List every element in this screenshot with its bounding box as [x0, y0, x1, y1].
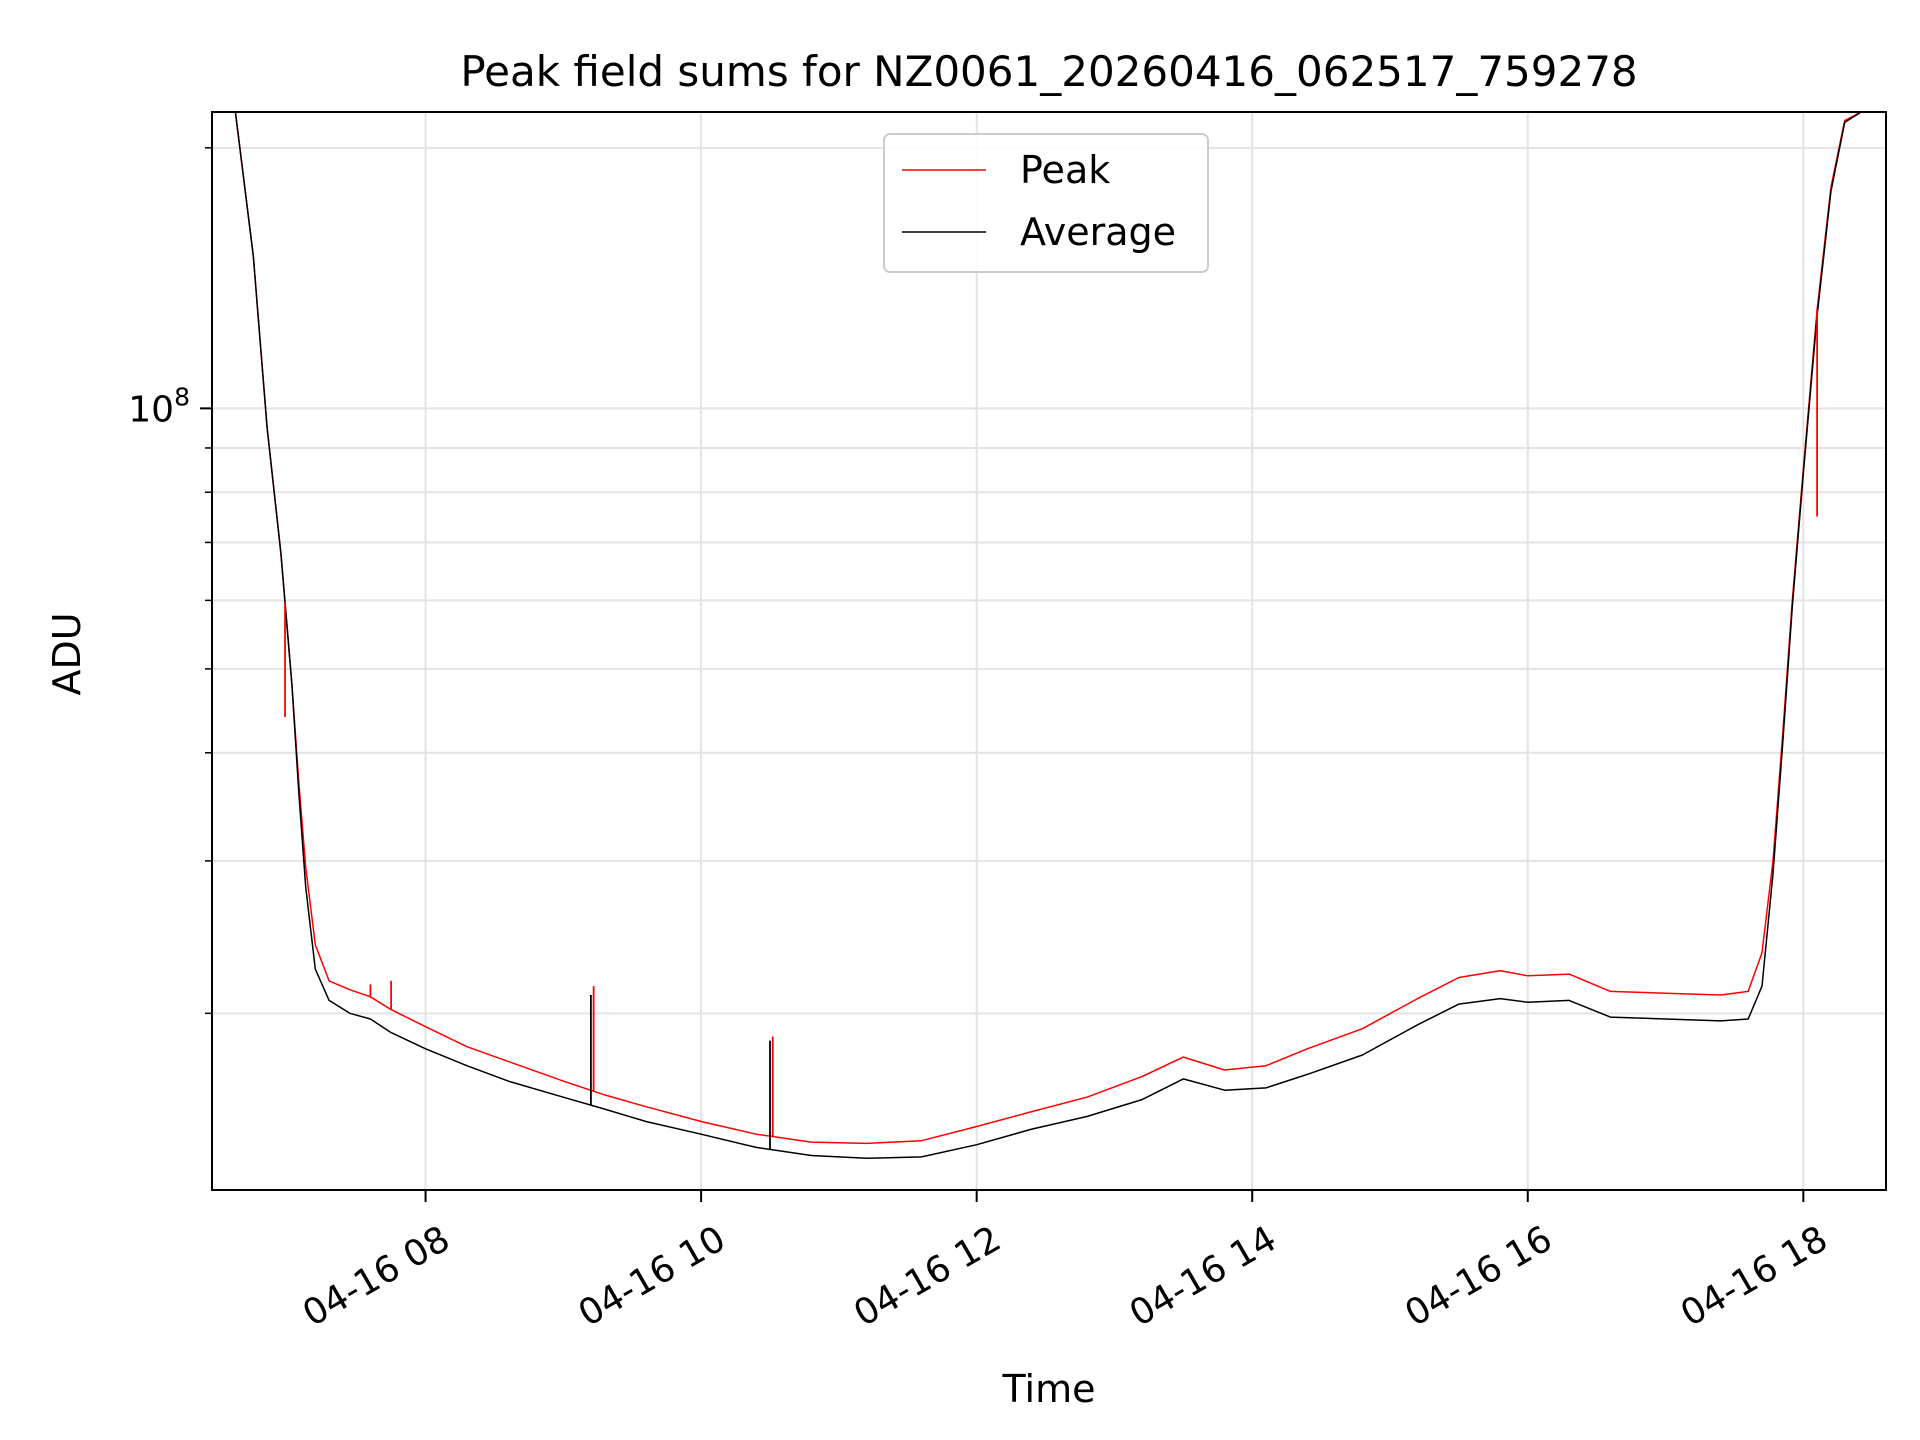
y-axis: 108	[128, 147, 212, 1015]
chart-title: Peak field sums for NZ0061_20260416_0625…	[460, 47, 1637, 96]
series-line-average	[234, 112, 1862, 1160]
legend-label-peak: Peak	[1020, 148, 1110, 192]
x-axis-label: Time	[1002, 1367, 1096, 1411]
series-layer	[234, 112, 1862, 1160]
legend-label-average: Average	[1020, 210, 1176, 254]
x-tick-label: 04-16 16	[1398, 1218, 1559, 1334]
x-tick-label: 04-16 18	[1674, 1218, 1835, 1334]
y-axis-label: ADU	[45, 612, 89, 695]
y-tick-label-base: 10	[128, 389, 174, 430]
plot-frame	[211, 111, 1887, 1191]
y-tick-label: 108	[128, 382, 190, 430]
x-tick-label: 04-16 12	[847, 1218, 1008, 1334]
legend: Peak Average	[883, 133, 1209, 273]
x-tick-label: 04-16 08	[296, 1218, 457, 1334]
x-tick-label: 04-16 14	[1123, 1218, 1284, 1334]
x-tick-label: 04-16 10	[572, 1218, 733, 1334]
y-tick-label-exponent: 8	[174, 382, 190, 411]
legend-box	[883, 133, 1209, 273]
x-axis: 04-16 08 04-16 10 04-16 12 04-16 14 04-16 16…	[296, 1190, 1835, 1335]
grid	[212, 112, 1886, 1190]
series-line-peak	[234, 112, 1862, 1145]
